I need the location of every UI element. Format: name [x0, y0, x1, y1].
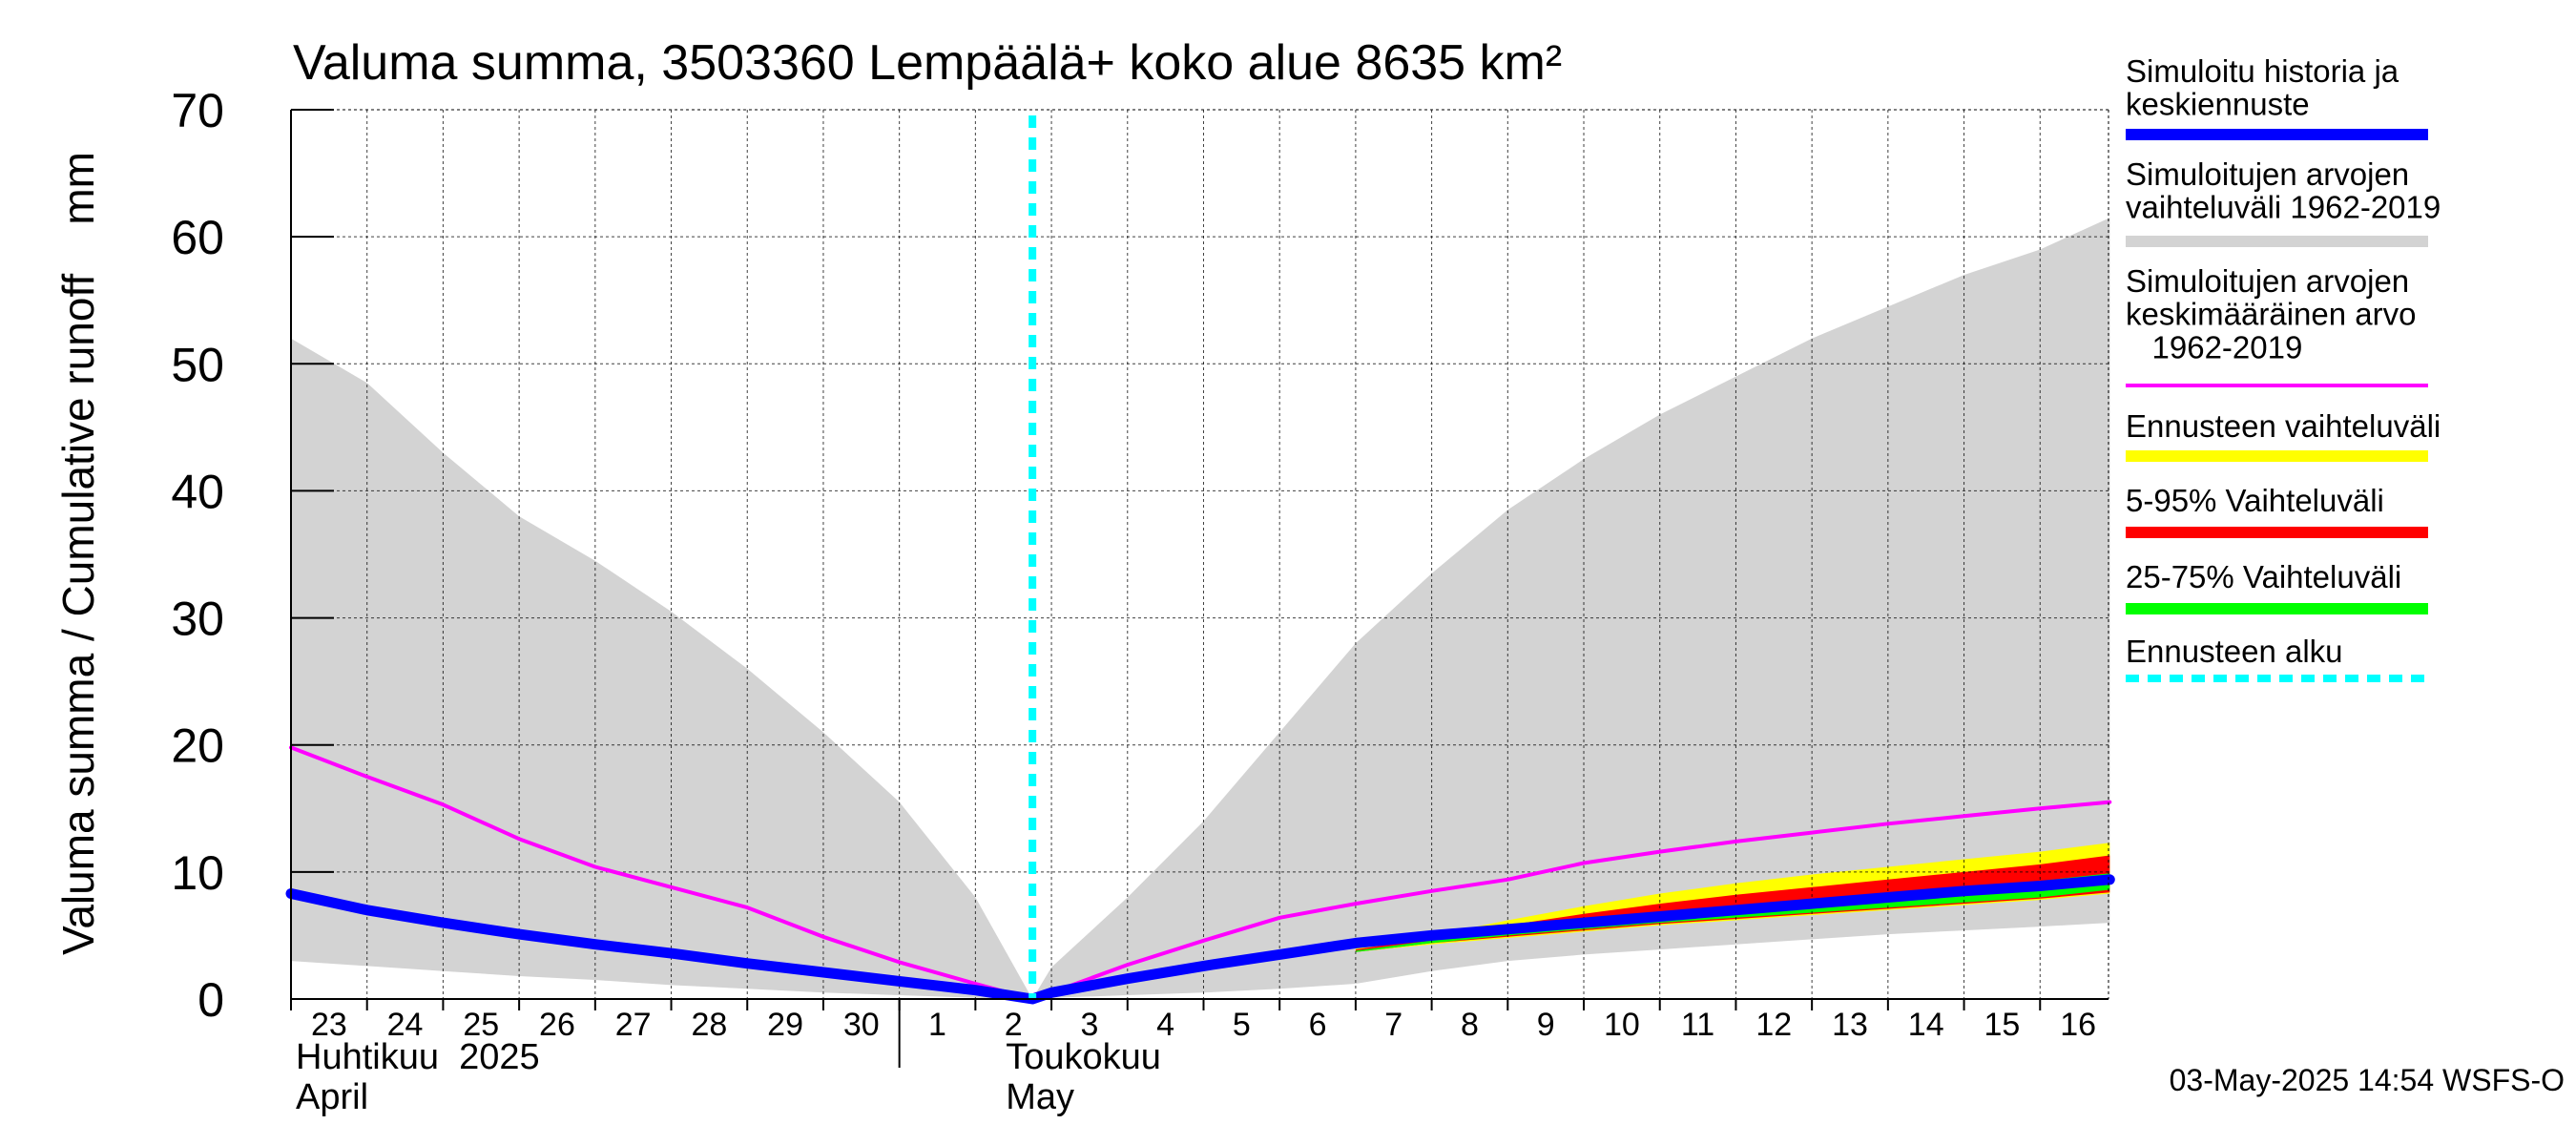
y-tick-label: 0	[197, 973, 224, 1027]
legend-label: Simuloitujen arvojen vaihteluväli 1962-20…	[2126, 156, 2441, 225]
x-tick-label: 3	[1080, 1007, 1098, 1043]
legend-label: Ennusteen alku	[2126, 634, 2343, 669]
y-tick-label: 20	[171, 719, 224, 773]
y-tick-label: 10	[171, 846, 224, 900]
legend-label: 5-95% Vaihteluväli	[2126, 483, 2384, 518]
x-tick-label: 23	[311, 1007, 347, 1043]
line-simuloitu-historia-ja-keskiennuste	[285, 874, 2115, 1005]
line-simuloitujen-arvojen-keskim-r-inen-arvo-1962-2019	[289, 745, 2112, 1001]
x-tick-label: 29	[767, 1007, 803, 1043]
series-lines	[285, 115, 2115, 1005]
y-tick-label: 40	[171, 465, 224, 518]
x-tick-label: 26	[539, 1007, 575, 1043]
y-tick-label: 50	[171, 338, 224, 391]
footer-timestamp: 03-May-2025 14:54 WSFS-O	[2170, 1063, 2565, 1097]
x-tick-label: 14	[1908, 1007, 1944, 1043]
x-tick-label: 25	[463, 1007, 499, 1043]
x-tick-label: 2	[1005, 1007, 1023, 1043]
month-label-april-fi: Huhtikuu 2025	[296, 1037, 540, 1077]
x-tick-label: 28	[691, 1007, 727, 1043]
x-tick-label: 13	[1832, 1007, 1868, 1043]
x-tick-label: 9	[1537, 1007, 1555, 1043]
x-tick-label: 8	[1461, 1007, 1479, 1043]
chart-title: Valuma summa, 3503360 Lempäälä+ koko alu…	[293, 35, 1562, 91]
y-tick-label: 70	[171, 84, 224, 137]
month-label-may-fi: Toukokuu	[1006, 1037, 1161, 1077]
x-tick-label: 1	[928, 1007, 946, 1043]
x-tick-label: 30	[843, 1007, 880, 1043]
x-tick-label: 16	[2060, 1007, 2096, 1043]
x-tick-label: 6	[1309, 1007, 1327, 1043]
x-tick-label: 27	[615, 1007, 652, 1043]
x-tick-label: 24	[387, 1007, 424, 1043]
month-label-may-en: May	[1006, 1077, 1074, 1117]
x-tick-label: 10	[1604, 1007, 1640, 1043]
y-tick-label: 30	[171, 593, 224, 646]
legend-label: Simuloitu historia ja keskiennuste	[2126, 53, 2399, 122]
axes	[290, 109, 2109, 1068]
x-tick-label: 15	[1984, 1007, 2020, 1043]
y-tick-label: 60	[171, 211, 224, 264]
legend-label: 25-75% Vaihteluväli	[2126, 559, 2401, 594]
legend-label: Ennusteen vaihteluväli	[2126, 408, 2441, 444]
legend-label: Simuloitujen arvojen keskimääräinen arvo …	[2126, 263, 2416, 364]
legend: Simuloitu historia ja keskiennuste Simuloi…	[2126, 53, 2441, 682]
x-tick-label: 12	[1755, 1007, 1792, 1043]
x-tick-label: 11	[1681, 1007, 1714, 1043]
x-tick-label: 5	[1233, 1007, 1251, 1043]
band-simuloitujen-arvojen-vaihteluv-li-1962-2019	[291, 218, 2110, 999]
y-axis-label: Valuma summa / Cumulative runoff mm	[53, 152, 103, 955]
x-tick-label: 7	[1384, 1007, 1402, 1043]
x-tick-label: 4	[1156, 1007, 1174, 1043]
month-label-april-en: April	[296, 1077, 368, 1117]
